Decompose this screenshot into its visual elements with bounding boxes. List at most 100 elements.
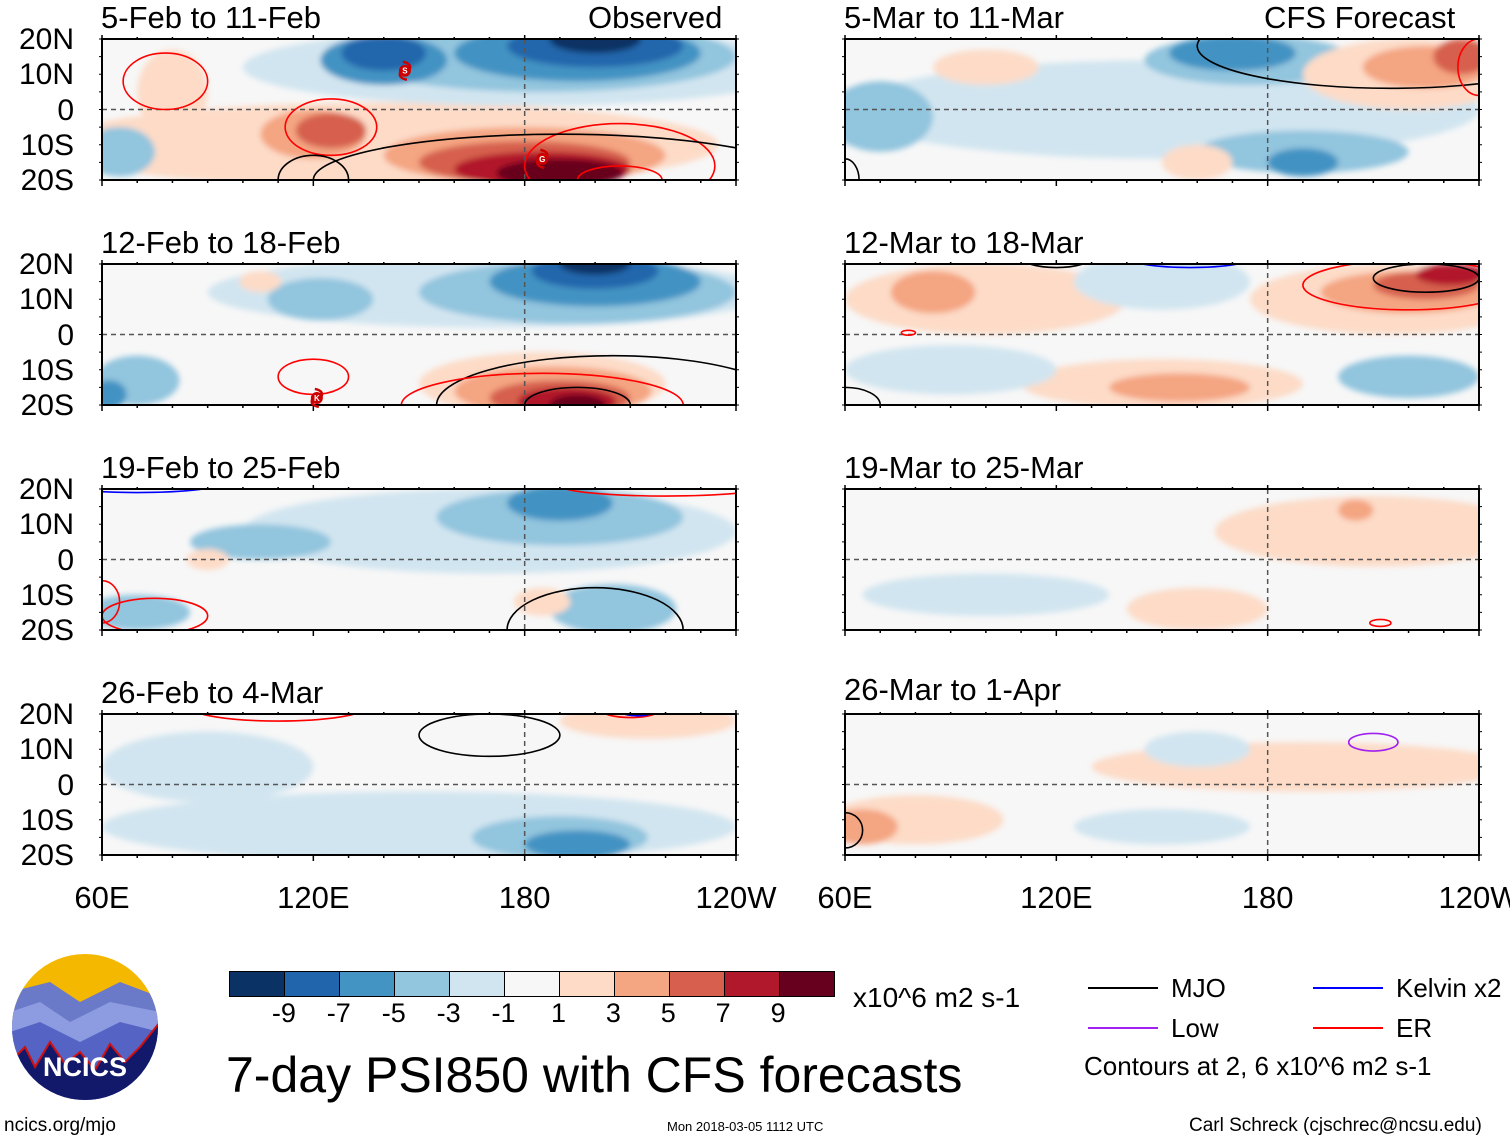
psi-anomaly-region <box>1267 148 1339 177</box>
psi-anomaly-region <box>137 49 208 135</box>
filtered-contour <box>900 329 917 337</box>
tropical-cyclone-icon[interactable]: S <box>398 60 412 81</box>
lon-label: 120W <box>1438 880 1510 915</box>
psi-anomaly-region <box>862 573 1110 616</box>
lon-label: 120E <box>1020 880 1093 915</box>
map-panel <box>845 264 1479 405</box>
colorbar-swatch <box>780 972 834 996</box>
lon-label: 60E <box>74 880 130 915</box>
filtered-contour <box>199 714 358 722</box>
psi-anomaly-region <box>102 594 191 630</box>
author-credit: Carl Schreck (cjschrec@ncsu.edu) <box>1189 1115 1482 1136</box>
psi-anomaly-region <box>1433 39 1479 75</box>
filtered-contour <box>122 52 209 111</box>
legend-label: ER <box>1396 1013 1433 1043</box>
colorbar-swatch <box>560 972 615 996</box>
storm-label: K <box>314 394 320 403</box>
colorbar-swatch <box>285 972 340 996</box>
filtered-contour <box>523 122 716 180</box>
colorbar-tick-label: -1 <box>491 998 516 1028</box>
tropical-cyclone-icon[interactable]: K <box>310 387 324 409</box>
psi-anomaly-region <box>549 394 606 405</box>
storm-label: G <box>539 155 545 164</box>
lat-label: 20N <box>18 23 74 56</box>
map-panel <box>102 714 736 855</box>
psi-anomaly-region <box>1415 264 1479 286</box>
psi-anomaly-region <box>496 158 624 180</box>
filtered-contour <box>1369 618 1392 628</box>
panel-title: 12-Mar to 18-Mar <box>844 225 1084 260</box>
legend-label: Low <box>1171 1013 1219 1043</box>
legend-label: MJO <box>1171 973 1226 1003</box>
psi-anomaly-region <box>1109 373 1251 402</box>
colorbar-tick-label: -5 <box>381 998 406 1028</box>
observed-header: Observed <box>588 0 723 35</box>
lat-label: 10S <box>20 803 74 837</box>
psi-anomaly-region <box>845 81 934 152</box>
lat-label: 20S <box>20 164 74 197</box>
colorbar <box>229 971 835 997</box>
psi-anomaly-region <box>190 524 331 560</box>
psi-anomaly-region <box>531 264 659 289</box>
psi-anomaly-region <box>295 113 367 149</box>
lon-label: 180 <box>1241 880 1294 915</box>
ncics-logo: NCICS <box>12 954 158 1100</box>
panel-title: 5-Mar to 11-Mar <box>844 0 1064 35</box>
lat-label: 10S <box>20 353 74 387</box>
psi-anomaly-region <box>890 271 976 314</box>
colorbar-swatch <box>340 972 395 996</box>
colorbar-swatch <box>230 972 285 996</box>
lat-label: 10N <box>18 58 74 92</box>
filtered-contour <box>1138 264 1242 269</box>
colorbar-tick-label: 5 <box>660 998 676 1028</box>
colorbar-swatch <box>670 972 725 996</box>
panel-title: 19-Feb to 25-Feb <box>101 450 341 485</box>
psi-anomaly-region <box>1338 355 1479 398</box>
filtered-contour <box>1302 264 1479 311</box>
psi-anomaly-region <box>186 548 229 571</box>
map-panel <box>102 264 736 405</box>
colorbar-tick-label: -7 <box>326 998 351 1028</box>
lat-label: 20S <box>20 614 74 647</box>
storm-label: S <box>402 67 408 76</box>
psi-anomaly-region <box>1073 264 1251 310</box>
psi-anomaly-region <box>1073 809 1251 845</box>
colorbar-swatch <box>615 972 670 996</box>
lat-label: 0 <box>57 543 74 577</box>
figure-title: 7-day PSI850 with CFS forecasts <box>226 1047 963 1103</box>
source-url[interactable]: ncics.org/mjo <box>4 1115 116 1136</box>
colorbar-tick-label: 1 <box>550 998 566 1028</box>
psi-anomaly-region <box>524 830 631 855</box>
colorbar-swatch <box>450 972 505 996</box>
psi-anomaly-region <box>102 791 736 855</box>
filtered-contour <box>523 386 632 405</box>
lat-label: 20S <box>20 389 74 422</box>
tropical-cyclone-icon[interactable]: G <box>535 148 549 170</box>
map-panel <box>845 489 1479 630</box>
filtered-contour <box>102 597 209 630</box>
lat-label: 20N <box>18 473 74 506</box>
colorbar-tick-label: 3 <box>605 998 621 1028</box>
colorbar-tick-label: -9 <box>271 998 296 1028</box>
psi-anomaly-region <box>1162 144 1233 180</box>
psi-anomaly-region <box>1338 499 1374 521</box>
map-panel <box>845 714 1479 855</box>
psi-anomaly-region <box>514 587 571 616</box>
filtered-contour <box>1347 732 1399 752</box>
psi-anomaly-region <box>102 380 127 405</box>
lon-label: 60E <box>817 880 873 915</box>
psi-anomaly-region <box>559 714 736 739</box>
lat-label: 20N <box>18 248 74 281</box>
filtered-contour <box>284 98 378 157</box>
panel-title: 5-Feb to 11-Feb <box>101 0 321 35</box>
psi-anomaly-region <box>102 127 155 177</box>
lat-label: 10N <box>18 283 74 317</box>
psi-anomaly-region <box>341 39 427 71</box>
legend-line-er <box>1313 1027 1383 1029</box>
lat-label: 0 <box>57 318 74 352</box>
filtered-contour <box>1196 39 1479 90</box>
filtered-contour <box>604 714 657 719</box>
lon-label: 180 <box>498 880 551 915</box>
